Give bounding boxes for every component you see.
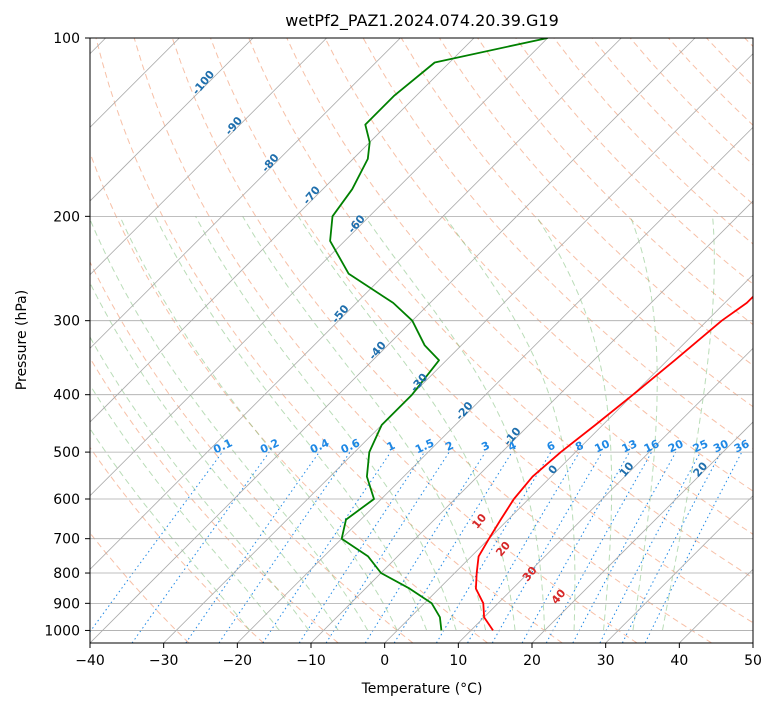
- y-tick-label: 200: [53, 209, 80, 225]
- grid: [90, 38, 753, 643]
- x-tick-label: 0: [380, 653, 389, 669]
- y-tick-label: 500: [53, 445, 80, 461]
- mixing-ratio-label: 13: [620, 437, 639, 455]
- mixing-ratio-line: [298, 451, 425, 643]
- mixing-ratio-label: 36: [732, 437, 752, 455]
- isotherm-line: [90, 38, 696, 643]
- isotherm-line: [384, 274, 753, 643]
- moist-adiabat-line: [119, 216, 398, 631]
- mixing-ratio-label: 25: [691, 437, 710, 455]
- isotherm-line: [605, 495, 753, 643]
- x-tick-label: 50: [744, 653, 762, 669]
- y-tick-label: 900: [53, 596, 80, 612]
- dry-adiabat-line: [515, 38, 753, 285]
- x-tick-label: −20: [223, 653, 253, 669]
- chart-title: wetPf2_PAZ1.2024.074.20.39.G19: [285, 11, 559, 31]
- mixing-ratio-label: 20: [666, 437, 686, 455]
- moist-adiabat-line: [90, 281, 339, 631]
- mixing-ratio-line: [262, 451, 392, 643]
- isotherm-line: [458, 347, 753, 643]
- plot-frame: [89, 37, 754, 644]
- isotherm-line: [90, 38, 475, 423]
- isotherm-line: [531, 421, 753, 643]
- mixing-ratio-line: [599, 451, 701, 643]
- y-tick-label: 100: [53, 31, 80, 47]
- x-tick-label: 20: [523, 653, 541, 669]
- dry-adiabat-line: [248, 38, 753, 579]
- mixing-ratio-line: [185, 451, 320, 643]
- isotherm-line: [310, 200, 753, 643]
- isotherm-line: [90, 38, 327, 276]
- mixing-ratio-line: [325, 451, 450, 643]
- mixing-ratio-line: [364, 451, 486, 643]
- x-tick-label: −30: [149, 653, 179, 669]
- isotherm-line: [90, 38, 254, 202]
- x-axis: −40 −30 −20 −10 0 10 20 30 40 50: [75, 643, 762, 669]
- dry-adiabat-line: [171, 38, 712, 643]
- moist-adiabat-line: [242, 216, 487, 631]
- mixing-ratio-label: 10: [593, 437, 613, 455]
- x-tick-label: 10: [449, 653, 467, 669]
- profile-line: [329, 38, 548, 631]
- isotherm-line: [90, 38, 401, 349]
- y-tick-label: 800: [53, 566, 80, 582]
- x-tick-label: −10: [296, 653, 326, 669]
- mixing-ratio-line: [467, 451, 580, 643]
- dry-adiabat-line: [90, 260, 414, 643]
- x-axis-title: Temperature (°C): [361, 681, 483, 697]
- y-tick-label: 300: [53, 314, 80, 330]
- mixing-ratio-line: [572, 451, 677, 643]
- mixing-ratio-line: [218, 451, 351, 643]
- profiles: [329, 38, 753, 631]
- mixing-ratio-label: 16: [642, 437, 662, 455]
- x-tick-label: 40: [670, 653, 688, 669]
- x-tick-label: −40: [75, 653, 105, 669]
- dry-adiabat-line: [90, 446, 264, 643]
- y-axis-title: Pressure (hPa): [14, 290, 30, 390]
- y-axis: 100 200 300 400 500 600 700 800 900 1000: [44, 31, 90, 639]
- isotherm-line: [90, 38, 548, 497]
- isotherm-line: [237, 126, 753, 643]
- mixing-ratio-line: [435, 451, 552, 643]
- moist-adiabat-line: [90, 336, 310, 631]
- x-tick-label: 30: [597, 653, 615, 669]
- dry-adiabat-line: [324, 38, 753, 492]
- profile-line: [474, 295, 753, 631]
- dry-adiabat-line: [95, 38, 563, 643]
- dry-adiabat-line: [210, 38, 753, 624]
- isotherm-line: [90, 38, 622, 570]
- y-tick-label: 400: [53, 388, 80, 404]
- isotherm-line: [163, 53, 753, 643]
- mixing-ratio-label: 30: [711, 437, 731, 455]
- y-tick-label: 600: [53, 492, 80, 508]
- y-tick-label: 700: [53, 532, 80, 548]
- y-tick-label: 1000: [44, 623, 80, 639]
- dry-adiabat-line: [286, 38, 753, 535]
